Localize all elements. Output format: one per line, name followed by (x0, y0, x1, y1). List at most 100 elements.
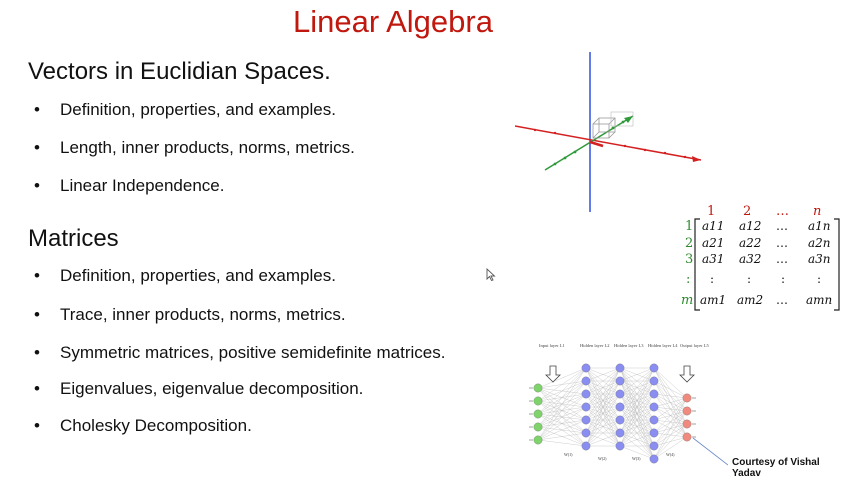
layer-label: Hidden layer L4 (648, 343, 678, 348)
nn-edge (537, 367, 587, 428)
y-ticks (553, 120, 625, 166)
nn-edge (537, 367, 587, 402)
column-header: 2 (743, 204, 752, 219)
nn-node (581, 389, 591, 399)
layer-label: Hidden layer L3 (614, 343, 644, 348)
matrix-cell: … (776, 293, 788, 307)
matrix-cell: a21 (702, 236, 725, 250)
nn-edge (653, 397, 688, 460)
nn-edge (585, 367, 621, 382)
nn-edge (585, 419, 621, 447)
x-ticks (533, 128, 687, 159)
nn-edges (537, 367, 688, 460)
nn-node (682, 393, 692, 403)
nn-node (533, 409, 543, 419)
nn-edge (585, 367, 621, 434)
nn-node (581, 415, 591, 425)
nn-edge (653, 393, 688, 399)
list-item: • Definition, properties, and examples. (34, 100, 336, 120)
weight-label: W(2) (598, 456, 607, 461)
nn-node (581, 428, 591, 438)
nn-node (649, 454, 659, 464)
nn-edge (585, 367, 621, 395)
matrix-cell: a11 (702, 219, 725, 233)
column-header: n (813, 204, 822, 219)
nn-edge (619, 393, 655, 447)
nn-edge (619, 367, 655, 447)
nn-edge (537, 367, 587, 389)
nn-edge (585, 432, 621, 447)
nn-edge (585, 406, 621, 447)
matrix-cell: … (776, 236, 788, 250)
bullet-text: Cholesky Decomposition. (60, 416, 252, 435)
nn-node (533, 383, 543, 393)
down-arrow-icon (679, 365, 695, 383)
matrix-cell: a32 (739, 252, 762, 266)
neural-network-figure: Input layer L1 Hidden layer L2 Hidden la… (529, 343, 728, 466)
matrix-cell: … (776, 219, 788, 233)
list-item: • Eigenvalues, eigenvalue decomposition. (34, 379, 363, 399)
nn-edge (619, 380, 655, 447)
matrix-cell: a2n (808, 236, 831, 250)
bullet-text: Trace, inner products, norms, metrics. (60, 305, 346, 324)
nn-edge (537, 432, 587, 441)
nn-edge (619, 367, 655, 408)
nn-node (682, 406, 692, 416)
list-item: • Length, inner products, norms, metrics. (34, 138, 355, 158)
matrix-cell: : (747, 272, 752, 286)
bullet-icon: • (34, 305, 40, 324)
nn-edge (585, 380, 621, 447)
x-axis-line (515, 125, 702, 161)
nn-node (649, 363, 659, 373)
nn-node (615, 415, 625, 425)
nn-node (649, 415, 659, 425)
bullet-icon: • (34, 343, 40, 362)
nn-node (615, 428, 625, 438)
bullet-icon: • (34, 176, 40, 195)
nn-edge (585, 367, 621, 421)
matrix-cell: a22 (739, 236, 762, 250)
layer-label: Input layer L1 (539, 343, 565, 348)
column-header: … (776, 204, 789, 219)
nn-edge (653, 423, 688, 460)
nn-node (615, 402, 625, 412)
nn-node (682, 419, 692, 429)
list-item: • Linear Independence. (34, 176, 224, 196)
nn-edge (653, 397, 688, 447)
nn-edge (653, 436, 688, 460)
weight-label: W(4) (666, 452, 675, 457)
x-arrow-icon (692, 156, 701, 162)
nn-edge (619, 419, 655, 447)
bullet-text: Eigenvalues, eigenvalue decomposition. (60, 379, 364, 398)
matrix-cell: a31 (702, 252, 725, 266)
pointer-line (692, 437, 728, 466)
row-header: 1 (685, 219, 694, 234)
weight-label: W(1) (564, 452, 573, 457)
bullet-icon: • (34, 266, 40, 285)
weight-label: W(3) (632, 456, 641, 461)
nn-edge (653, 380, 688, 399)
y-axis-line (544, 115, 634, 171)
nn-edge (619, 432, 655, 447)
nn-node (581, 441, 591, 451)
bullet-icon: • (34, 138, 40, 157)
bullet-icon: • (34, 100, 40, 119)
bullet-text: Definition, properties, and examples. (60, 266, 336, 285)
matrix-cell: : (781, 272, 786, 286)
nn-edge (537, 406, 587, 441)
slide-title: Linear Algebra (293, 4, 493, 39)
nn-edge (537, 439, 587, 447)
nn-edge (653, 367, 688, 399)
section-heading-vectors: Vectors in Euclidian Spaces. (28, 58, 331, 85)
nn-node (649, 376, 659, 386)
reference-box (610, 111, 634, 127)
nn-edge (537, 393, 587, 441)
matrix-brackets (694, 218, 840, 311)
nn-node (581, 402, 591, 412)
vector-icon (589, 140, 604, 148)
layer-label: Output layer L5 (680, 343, 709, 348)
nn-edge (619, 367, 655, 421)
nn-edge (619, 367, 655, 434)
nn-edge (619, 367, 655, 382)
matrix-cell: am2 (737, 293, 764, 307)
